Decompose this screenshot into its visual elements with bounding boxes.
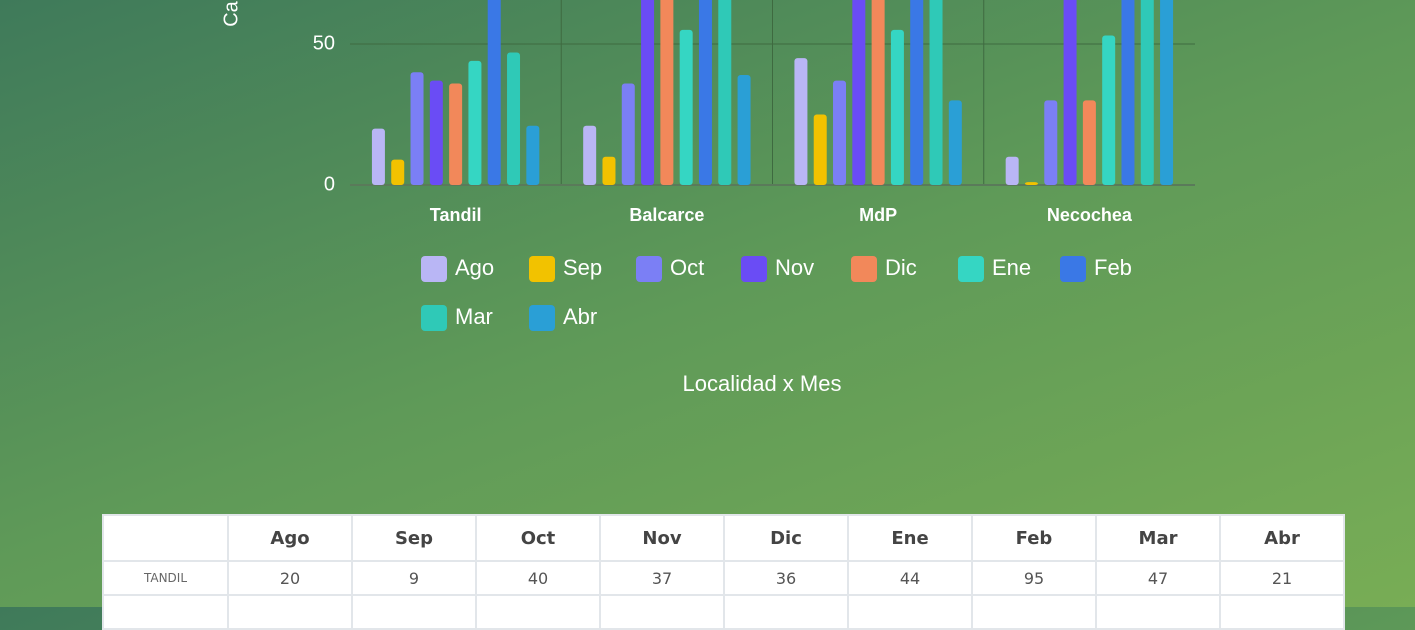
table-cell	[351, 594, 477, 630]
bar	[1044, 100, 1058, 185]
legend-swatch	[529, 305, 555, 331]
legend-label: Mar	[455, 304, 493, 329]
bar	[737, 75, 751, 185]
column-header: Mar	[1095, 514, 1221, 562]
table-row	[102, 594, 1345, 630]
bar	[468, 60, 482, 185]
x-tick-label: Balcarce	[629, 205, 704, 225]
table-cell: 44	[847, 560, 973, 596]
x-tick-label: Tandil	[430, 205, 482, 225]
bar	[602, 156, 616, 185]
bar	[1005, 156, 1019, 185]
table-cell	[475, 594, 601, 630]
table-cell: 37	[599, 560, 725, 596]
table-cell: 47	[1095, 560, 1221, 596]
bar	[794, 58, 808, 185]
bar	[410, 72, 424, 185]
bar	[871, 0, 885, 185]
bar	[852, 0, 866, 185]
x-tick-label: Necochea	[1047, 205, 1133, 225]
column-header: Ago	[227, 514, 353, 562]
y-tick-label: 50	[313, 32, 335, 54]
table-cell	[723, 594, 849, 630]
bar	[371, 128, 385, 185]
bar	[1024, 182, 1038, 185]
bar	[698, 0, 712, 185]
bar	[660, 0, 674, 185]
bar	[621, 83, 635, 185]
column-header: Sep	[351, 514, 477, 562]
bar	[890, 29, 904, 186]
legend-label: Ene	[992, 255, 1031, 280]
column-header: Abr	[1219, 514, 1345, 562]
legend-swatch	[421, 305, 447, 331]
legend-swatch	[1060, 256, 1086, 282]
table-cell	[227, 594, 353, 630]
column-header: Feb	[971, 514, 1097, 562]
table-cell	[102, 594, 229, 630]
bar	[391, 159, 405, 185]
bar	[910, 0, 924, 185]
y-tick-label: 0	[324, 173, 335, 195]
table-cell: 40	[475, 560, 601, 596]
y-axis-label: Ca	[220, 0, 242, 26]
bar	[487, 0, 501, 185]
bar	[583, 125, 597, 185]
table-cell: 20	[227, 560, 353, 596]
bar	[1102, 35, 1116, 185]
column-header: Ene	[847, 514, 973, 562]
bar	[1082, 100, 1096, 185]
bar	[1140, 0, 1154, 185]
legend-swatch	[529, 256, 555, 282]
data-table: Ago Sep Oct Nov Dic Ene Feb Mar Abr TANDIL 20 9 40 3…	[102, 514, 1345, 630]
table-cell: 9	[351, 560, 477, 596]
bar	[507, 52, 521, 186]
legend-swatch	[851, 256, 877, 282]
table-cell: 95	[971, 560, 1097, 596]
bar	[679, 29, 693, 186]
legend-swatch	[421, 256, 447, 282]
bar	[526, 125, 540, 185]
table-cell	[1095, 594, 1221, 630]
table-cell: 36	[723, 560, 849, 596]
corner-cell	[102, 514, 229, 562]
x-axis-title: Localidad x Mes	[683, 371, 842, 396]
legend-label: Oct	[670, 255, 704, 280]
bar	[1160, 0, 1174, 185]
legend-label: Ago	[455, 255, 494, 280]
legend-swatch	[958, 256, 984, 282]
legend-label: Feb	[1094, 255, 1132, 280]
bar	[929, 0, 943, 185]
chart: Ca Localidad x Mes 0 50 Tandil Balcarce MdP N…	[220, 0, 1195, 396]
table-cell	[1219, 594, 1345, 630]
bar	[429, 80, 443, 185]
legend-label: Nov	[775, 255, 814, 280]
header-row: Ago Sep Oct Nov Dic Ene Feb Mar Abr	[102, 514, 1345, 562]
bar	[833, 80, 847, 185]
x-tick-label: MdP	[859, 205, 897, 225]
table-cell	[847, 594, 973, 630]
legend-swatch	[636, 256, 662, 282]
column-header: Dic	[723, 514, 849, 562]
legend-label: Dic	[885, 255, 917, 280]
legend-label: Sep	[563, 255, 602, 280]
legend-swatch	[741, 256, 767, 282]
bar	[948, 100, 962, 185]
column-header: Nov	[599, 514, 725, 562]
bar	[1121, 0, 1135, 185]
row-label: TANDIL	[102, 560, 229, 596]
bar	[813, 114, 827, 185]
table-cell: 21	[1219, 560, 1345, 596]
column-header: Oct	[475, 514, 601, 562]
bar	[449, 83, 463, 185]
bar	[641, 0, 655, 185]
bar	[718, 0, 732, 185]
bar	[1063, 0, 1077, 185]
table-row: TANDIL 20 9 40 37 36 44 95 47 21	[102, 560, 1345, 596]
legend-label: Abr	[563, 304, 597, 329]
table-cell	[599, 594, 725, 630]
table-cell	[971, 594, 1097, 630]
